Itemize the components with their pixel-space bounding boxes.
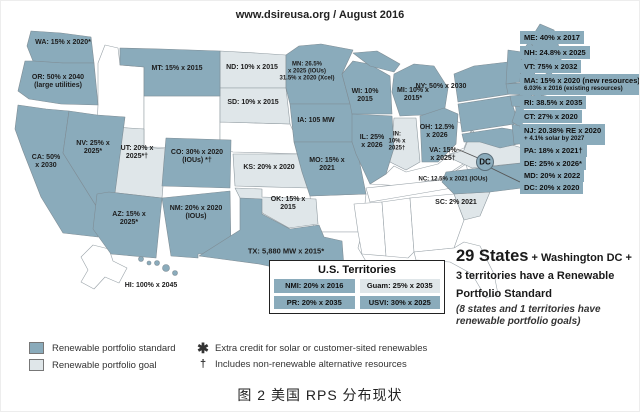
dc-leader-line xyxy=(456,148,479,159)
state-label-ut: UT: 20% x 2025*† xyxy=(120,144,154,160)
source-credit: www.dsireusa.org / August 2016 xyxy=(235,9,405,21)
state-label-co: CO: 30% x 2020 (IOUs) *† xyxy=(170,148,224,164)
state-label-ny: NY: 50% x 2030 xyxy=(415,82,467,90)
state-nm xyxy=(161,190,232,259)
state-mi-upper xyxy=(352,50,401,73)
state-label-nv: NV: 25% x 2025* xyxy=(76,139,110,155)
state-label-mn: MN: 26.5% x 2025 (IOUs) 31.5% x 2020 (Xc… xyxy=(279,61,335,82)
rps-box-ri: RI: 38.5% x 2035 xyxy=(520,96,587,110)
state-pa xyxy=(457,95,517,133)
state-label-mo: MO: 15% x 2021 xyxy=(309,156,345,172)
state-ms xyxy=(353,201,387,257)
rps-box-vt: VT: 75% x 2032 xyxy=(520,60,582,74)
territory-guam: Guam: 25% x 2035 xyxy=(359,279,440,293)
state-label-va: VA: 15% x 2025† xyxy=(429,146,457,162)
state-mi xyxy=(391,63,449,117)
state-label-mt: MT: 15% x 2015 xyxy=(151,64,203,72)
state-al xyxy=(381,197,415,259)
summary-text: 29 States + Washington DC + 3 territorie… xyxy=(456,247,639,328)
state-label-wa: WA: 15% x 2020* xyxy=(35,38,91,46)
dc-circle xyxy=(476,153,494,171)
state-ga xyxy=(409,193,465,253)
territories-panel: U.S. Territories NMI: 20% x 2016 Guam: 2… xyxy=(269,260,445,314)
figure-caption: 图 2 美国 RPS 分布现状 xyxy=(237,387,403,403)
rps-box-nh: NH: 24.8% x 2025 xyxy=(520,46,590,60)
state-label-or: OR: 50% x 2040 (large utilities) xyxy=(31,73,85,89)
territories-title: U.S. Territories xyxy=(317,264,397,276)
territory-usvi: USVI: 30% x 2025 xyxy=(359,295,440,309)
summary-count: 29 States xyxy=(456,247,529,265)
dc-badge-label: DC xyxy=(479,157,491,167)
state-label-oh: OH: 12.5% x 2026 xyxy=(419,123,455,139)
asterisk-icon: ✱ xyxy=(197,340,209,356)
rps-box-me: ME: 40% x 2017 xyxy=(520,31,584,45)
state-label-mi: MI: 10% x 2015* xyxy=(397,86,429,102)
note-extra-credit: ✱ Extra credit for solar or customer-sit… xyxy=(197,340,428,356)
state-label-ia: IA: 105 MW xyxy=(297,116,335,124)
state-il xyxy=(351,113,395,185)
legend-standard: Renewable portfolio standard xyxy=(29,342,176,354)
state-label-tx: TX: 5,880 MW x 2015* xyxy=(247,246,325,256)
standard-swatch xyxy=(29,342,44,354)
rps-box-dc: DC: 20% x 2020 xyxy=(520,181,584,195)
goal-swatch xyxy=(29,359,44,371)
state-md xyxy=(461,127,519,149)
state-wi xyxy=(341,60,393,115)
rps-box-nj: NJ: 20.38% RE x 2020 + 4.1% solar by 2027 xyxy=(520,124,606,146)
state-label-sc: SC: 2% 2021 xyxy=(435,198,477,206)
state-ak xyxy=(80,244,128,290)
dagger-icon: † xyxy=(199,358,207,370)
dc-leader-line xyxy=(490,167,521,183)
territory-pr: PR: 20% x 2035 xyxy=(274,295,355,309)
state-label-il: IL: 25% x 2026 xyxy=(359,133,385,149)
state-label-ok: OK: 15% x 2015 xyxy=(270,195,306,211)
state-label-hi: HI: 100% x 2045 xyxy=(124,281,178,289)
state-oh xyxy=(419,107,459,163)
rps-box-de: DE: 25% x 2026* xyxy=(520,157,586,171)
hawaii-islands xyxy=(138,256,178,276)
note-non-renewable: † Includes non-renewable alternative res… xyxy=(197,358,407,370)
state-label-ca: CA: 50% x 2030 xyxy=(31,153,61,169)
state-label-in: IN: 10% x 2025† xyxy=(388,131,406,152)
state-label-nc: NC: 12.5% x 2021 (IOUs) xyxy=(418,176,488,183)
rps-box-ct: CT: 27% x 2020 xyxy=(520,110,582,124)
state-ca xyxy=(14,104,99,238)
state-mt xyxy=(119,47,221,97)
state-co xyxy=(161,137,232,189)
state-or xyxy=(17,60,99,106)
state-label-az: AZ: 15% x 2025* xyxy=(112,210,146,226)
summary-goals-note: (8 states and 1 territories have renewab… xyxy=(456,304,601,327)
state-label-ks: KS: 20% x 2020 xyxy=(243,163,295,171)
rps-box-ma: MA: 15% x 2020 (new resources) 6.03% x 20… xyxy=(520,74,639,96)
state-label-sd: SD: 10% x 2015 xyxy=(227,98,279,106)
state-label-nd: ND: 10% x 2015 xyxy=(226,63,278,71)
state-sd xyxy=(219,87,291,125)
territory-nmi: NMI: 20% x 2016 xyxy=(274,279,355,293)
state-label-wi: WI: 10% 2015 xyxy=(351,87,379,103)
rps-box-md: MD: 20% x 2022 xyxy=(520,169,585,183)
rps-box-pa: PA: 18% x 2021† xyxy=(520,144,587,158)
state-label-nm: NM: 20% x 2020 (IOUs) xyxy=(169,204,223,220)
legend-goal: Renewable portfolio goal xyxy=(29,359,157,371)
state-az xyxy=(92,191,163,259)
